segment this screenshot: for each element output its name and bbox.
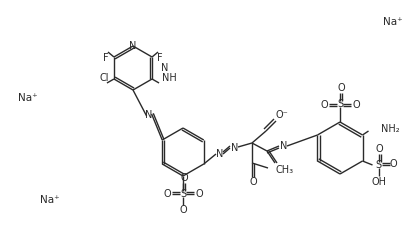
Text: O: O [337, 83, 345, 93]
Text: Cl: Cl [99, 73, 109, 83]
Text: Na⁺: Na⁺ [18, 93, 38, 103]
Text: N: N [216, 149, 224, 159]
Text: NH₂: NH₂ [380, 124, 399, 134]
Text: O: O [195, 189, 203, 199]
Text: O⁻: O⁻ [275, 110, 288, 120]
Text: N: N [161, 63, 168, 73]
Text: F: F [103, 53, 109, 63]
Text: O: O [180, 173, 188, 183]
Text: Na⁺: Na⁺ [40, 195, 60, 205]
Text: NH: NH [162, 73, 177, 83]
Text: O: O [352, 100, 360, 110]
Text: N: N [145, 110, 152, 120]
Text: O: O [376, 144, 383, 154]
Text: O: O [320, 100, 328, 110]
Text: S: S [375, 160, 382, 170]
Text: N: N [231, 143, 239, 153]
Text: OH: OH [371, 177, 386, 187]
Text: O: O [179, 205, 187, 215]
Text: CH₃: CH₃ [276, 165, 294, 175]
Text: S: S [180, 189, 186, 199]
Text: O: O [163, 189, 171, 199]
Text: F: F [157, 53, 163, 63]
Text: O: O [249, 177, 257, 187]
Text: N: N [280, 141, 288, 151]
Text: N: N [129, 41, 137, 51]
Text: Na⁺: Na⁺ [383, 17, 403, 27]
Text: O: O [390, 159, 398, 169]
Text: S: S [337, 99, 343, 109]
